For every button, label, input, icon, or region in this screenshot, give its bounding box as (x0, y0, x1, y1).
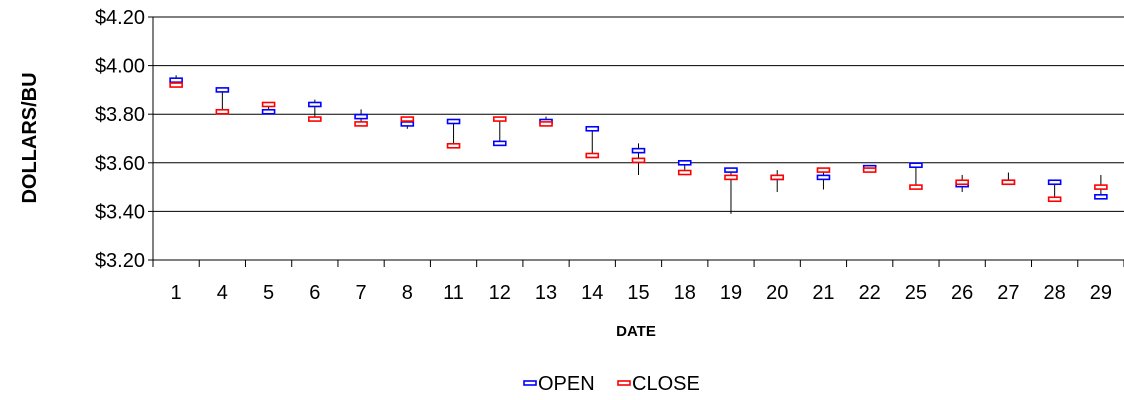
close-marker (862, 167, 877, 173)
close-marker (354, 121, 368, 127)
x-tick-label: 28 (1044, 282, 1066, 304)
x-tick-label: 14 (581, 282, 603, 304)
gridlines (153, 16, 1124, 261)
close-marker (1094, 184, 1108, 190)
close-marker (261, 101, 276, 108)
open-marker (816, 174, 831, 181)
x-tick-label: 27 (997, 282, 1019, 304)
open-marker (677, 160, 692, 166)
x-tick-label: 11 (443, 282, 464, 304)
x-axis-label: DATE (616, 323, 656, 340)
y-tick-label: $3.80 (95, 104, 145, 126)
close-marker (909, 184, 923, 190)
x-tick-labels: 1 4 5 6 7 8 11 12 13 14 15 18 19 20 21 22 25 26 27 28 29 (171, 282, 1112, 304)
open-close-markers (169, 77, 1108, 203)
open-marker (169, 77, 183, 83)
close-legend-swatch (617, 380, 631, 386)
x-tick-label: 6 (309, 282, 320, 304)
close-marker (446, 142, 461, 149)
y-tick-label: $3.40 (95, 201, 145, 223)
close-marker (169, 82, 183, 88)
y-axis-label: DOLLARS/BU (19, 72, 41, 203)
close-marker (492, 116, 507, 122)
x-tick-label: 19 (720, 282, 742, 304)
close-marker (539, 121, 553, 127)
x-tick-label: 5 (263, 282, 274, 304)
y-tick-label: $4.00 (95, 56, 145, 78)
y-tick-label: $3.60 (95, 153, 145, 175)
close-marker (631, 157, 646, 164)
open-marker (261, 108, 276, 115)
axes (148, 16, 1124, 267)
high-low-lines (175, 75, 1102, 214)
open-marker (446, 118, 461, 125)
x-tick-label: 20 (766, 282, 788, 304)
close-marker (585, 152, 600, 159)
open-marker (1094, 194, 1108, 200)
open-marker (400, 121, 415, 127)
y-tick-labels: $3.20 $3.40 $3.60 $3.80 $4.00 $4.20 (95, 7, 145, 272)
x-tick-label: 29 (1090, 282, 1112, 304)
y-tick-label: $3.20 (95, 250, 145, 272)
open-marker (1047, 179, 1062, 186)
open-marker (585, 125, 600, 132)
x-tick-label: 15 (627, 282, 649, 304)
x-tick-label: 7 (356, 282, 367, 304)
close-marker (955, 179, 969, 186)
open-marker (631, 147, 646, 154)
open-marker (354, 113, 368, 120)
close-marker (724, 174, 738, 181)
legend: OPEN CLOSE (523, 373, 700, 395)
close-marker (215, 108, 230, 115)
x-tick-label: 26 (951, 282, 973, 304)
x-tick-label: 8 (402, 282, 413, 304)
x-tick-label: 18 (674, 282, 696, 304)
close-marker (1047, 196, 1062, 203)
open-legend-swatch (523, 380, 537, 386)
x-tick-label: 22 (859, 282, 881, 304)
close-marker (308, 116, 322, 122)
close-marker (400, 116, 415, 122)
x-tick-label: 25 (905, 282, 927, 304)
x-tick-label: 12 (489, 282, 511, 304)
x-tick-label: 13 (535, 282, 557, 304)
y-tick-label: $4.20 (95, 7, 145, 29)
close-legend-label: CLOSE (632, 373, 700, 395)
open-marker (308, 101, 322, 108)
open-marker (492, 140, 507, 147)
close-marker (816, 167, 831, 173)
open-marker (724, 167, 738, 173)
x-tick-label: 4 (217, 282, 228, 304)
open-marker (909, 162, 923, 169)
close-marker (770, 174, 785, 181)
open-marker (215, 87, 230, 93)
open-legend-label: OPEN (538, 373, 595, 395)
x-tick-label: 1 (171, 282, 182, 304)
close-marker (677, 169, 692, 176)
close-marker (1001, 179, 1016, 186)
x-tick-label: 21 (812, 282, 834, 304)
